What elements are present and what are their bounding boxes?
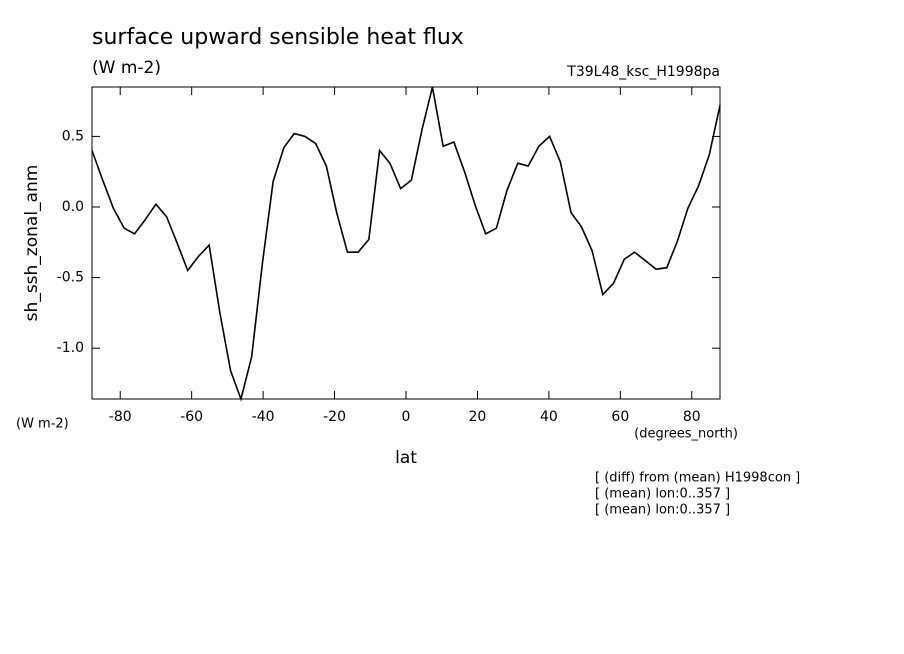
- x-tick-label: -20: [323, 409, 346, 425]
- x-tick-label: 0: [402, 409, 411, 425]
- y-axis-label: sh_ssh_zonal_anm: [22, 165, 42, 322]
- y-tick-label: -1.0: [57, 340, 84, 356]
- x-tick-label: 20: [469, 409, 487, 425]
- x-tick-label: -60: [180, 409, 203, 425]
- x-tick-label: -80: [109, 409, 132, 425]
- x-tick-label: -40: [252, 409, 275, 425]
- x-unit: (degrees_north): [634, 427, 738, 442]
- x-tick-label: 60: [611, 409, 629, 425]
- x-tick-label: 80: [683, 409, 701, 425]
- x-axis-label: lat: [395, 448, 417, 468]
- note: [ (mean) lon:0..357 ]: [595, 503, 730, 518]
- chart-subtitle: (W m-2): [92, 58, 161, 78]
- y-tick-label: 0.5: [62, 128, 84, 144]
- x-tick-label: 40: [540, 409, 558, 425]
- y-tick-label: 0.0: [62, 199, 84, 215]
- note: [ (mean) lon:0..357 ]: [595, 487, 730, 502]
- note: [ (diff) from (mean) H1998con ]: [595, 471, 800, 486]
- y-tick-label: -0.5: [57, 270, 84, 286]
- run-label: T39L48_ksc_H1998pa: [566, 64, 720, 80]
- y-unit: (W m-2): [16, 417, 69, 432]
- data-line: [91, 86, 721, 402]
- chart-title: surface upward sensible heat flux: [92, 25, 464, 50]
